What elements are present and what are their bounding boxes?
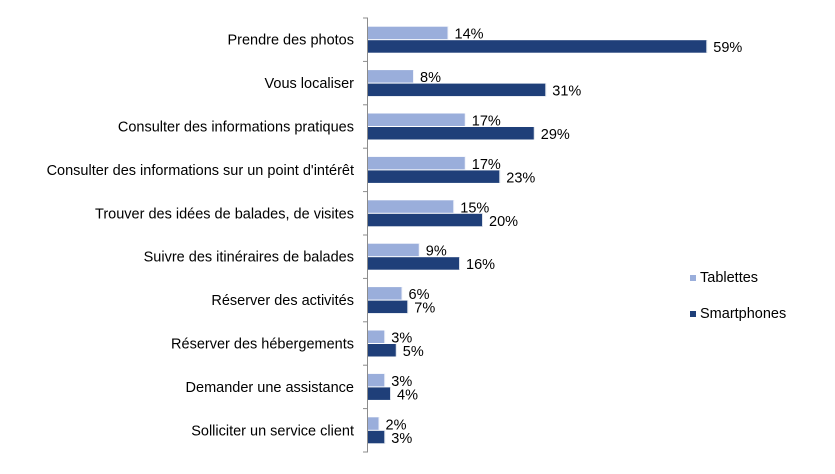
bar-smartphones-2 <box>368 127 535 140</box>
bars-group <box>368 26 709 444</box>
bar-end-highlight <box>464 113 467 126</box>
value-label-tablettes-4: 15% <box>460 200 489 216</box>
bar-tablettes-1 <box>368 70 414 83</box>
category-label: Trouver des idées de balades, de visites <box>95 206 354 222</box>
bar-end-highlight <box>378 417 381 430</box>
bar-smartphones-9 <box>368 430 386 444</box>
legend-swatch-tablettes <box>690 275 696 281</box>
bar-end-highlight <box>390 387 392 400</box>
bar-tablettes-6 <box>368 287 403 300</box>
value-label-smartphones-8: 4% <box>397 387 418 403</box>
legend-label-tablettes: Tablettes <box>700 270 758 286</box>
bar-tablettes-2 <box>368 113 466 126</box>
bar-end-highlight <box>447 26 450 40</box>
value-label-tablettes-2: 17% <box>472 114 501 130</box>
legend-swatch-smartphones <box>690 311 696 317</box>
bar-end-highlight <box>384 373 387 387</box>
bar-smartphones-6 <box>368 300 409 314</box>
bar-tablettes-7 <box>368 330 386 343</box>
bar-end-highlight <box>464 156 467 170</box>
bar-end-highlight <box>395 344 398 357</box>
bar-end-highlight <box>459 257 461 270</box>
bar-smartphones-0 <box>368 40 708 53</box>
value-labels: 14%59%8%31%17%29%17%23%15%20%9%16%6%7%3%… <box>386 27 743 447</box>
value-label-tablettes-8: 3% <box>391 374 412 390</box>
value-label-smartphones-6: 7% <box>414 301 435 317</box>
value-label-smartphones-5: 16% <box>466 257 495 273</box>
value-label-tablettes-1: 8% <box>420 70 441 86</box>
bar-smartphones-8 <box>368 387 391 400</box>
bar-end-highlight <box>482 213 484 227</box>
legend: Tablettes Smartphones <box>690 270 786 322</box>
value-label-tablettes-0: 14% <box>455 27 484 43</box>
value-label-tablettes-6: 6% <box>409 287 430 303</box>
bar-end-highlight <box>413 70 415 83</box>
bar-smartphones-1 <box>368 83 547 97</box>
bar-end-highlight <box>384 430 387 444</box>
bar-smartphones-7 <box>368 344 397 357</box>
bar-tablettes-3 <box>368 156 466 170</box>
category-label: Réserver des activités <box>211 293 354 309</box>
bar-tablettes-4 <box>368 200 455 213</box>
bar-end-highlight <box>533 127 536 140</box>
value-label-smartphones-4: 20% <box>489 214 518 230</box>
value-label-smartphones-7: 5% <box>403 344 424 360</box>
value-label-smartphones-3: 23% <box>506 170 535 186</box>
bar-smartphones-4 <box>368 213 483 227</box>
value-label-smartphones-0: 59% <box>713 40 742 56</box>
category-label: Consulter des informations sur un point … <box>47 163 354 179</box>
category-label: Prendre des photos <box>227 33 354 49</box>
bar-smartphones-5 <box>368 257 460 270</box>
category-label: Réserver des hébergements <box>171 337 354 353</box>
value-label-tablettes-3: 17% <box>472 157 501 173</box>
bar-end-highlight <box>453 200 456 213</box>
bar-end-highlight <box>545 83 548 97</box>
bar-end-highlight <box>401 287 404 300</box>
legend-label-smartphones: Smartphones <box>700 306 786 322</box>
category-label: Vous localiser <box>265 76 355 92</box>
bar-smartphones-3 <box>368 170 501 183</box>
value-label-tablettes-7: 3% <box>391 331 412 347</box>
bar-tablettes-5 <box>368 243 420 257</box>
bar-end-highlight <box>407 300 410 314</box>
bar-tablettes-9 <box>368 417 380 430</box>
category-label: Solliciter un service client <box>191 423 354 439</box>
bar-end-highlight <box>499 170 502 183</box>
category-labels: Prendre des photos Vous localiser Consulte… <box>47 33 355 440</box>
category-label: Consulter des informations pratiques <box>118 120 354 136</box>
bar-tablettes-8 <box>368 373 386 387</box>
bar-end-highlight <box>384 330 387 343</box>
category-label: Demander une assistance <box>186 380 354 396</box>
bar-end-highlight <box>418 243 421 257</box>
value-label-smartphones-1: 31% <box>552 84 581 100</box>
bar-end-highlight <box>706 40 709 53</box>
value-label-tablettes-5: 9% <box>426 244 447 260</box>
value-label-smartphones-9: 3% <box>391 431 412 447</box>
bar-tablettes-0 <box>368 26 449 40</box>
category-label: Suivre des itinéraires de balades <box>144 250 354 266</box>
axis-ticks <box>363 17 368 453</box>
value-label-tablettes-9: 2% <box>386 417 407 433</box>
value-label-smartphones-2: 29% <box>541 127 570 143</box>
